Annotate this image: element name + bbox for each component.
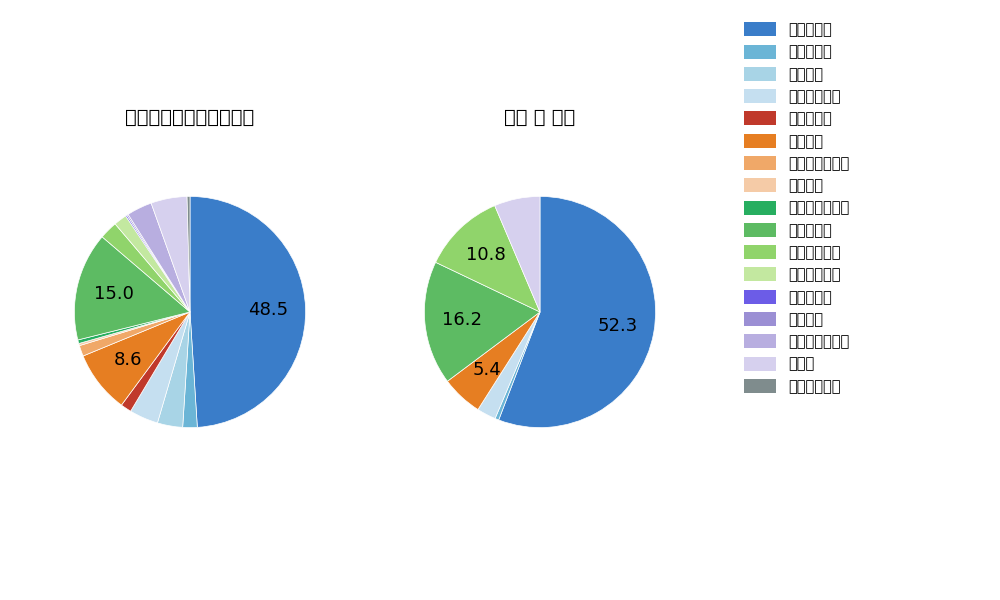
Wedge shape — [190, 196, 306, 427]
Title: 太田 光 選手: 太田 光 選手 — [504, 107, 576, 127]
Wedge shape — [74, 237, 190, 340]
Wedge shape — [78, 312, 190, 344]
Wedge shape — [183, 312, 197, 428]
Text: 10.8: 10.8 — [466, 246, 505, 264]
Wedge shape — [495, 312, 540, 420]
Wedge shape — [157, 312, 190, 427]
Text: 16.2: 16.2 — [442, 311, 482, 329]
Text: 15.0: 15.0 — [94, 285, 133, 303]
Wedge shape — [126, 215, 190, 312]
Text: 8.6: 8.6 — [114, 352, 142, 370]
Wedge shape — [447, 312, 540, 410]
Wedge shape — [83, 312, 190, 405]
Wedge shape — [187, 196, 190, 312]
Wedge shape — [115, 216, 190, 312]
Wedge shape — [436, 206, 540, 312]
Wedge shape — [131, 312, 190, 423]
Text: 48.5: 48.5 — [249, 301, 289, 319]
Wedge shape — [79, 312, 190, 346]
Wedge shape — [478, 312, 540, 419]
Wedge shape — [151, 196, 190, 312]
Wedge shape — [128, 203, 190, 312]
Wedge shape — [127, 214, 190, 312]
Wedge shape — [495, 196, 540, 312]
Wedge shape — [499, 196, 656, 428]
Legend: ストレート, ツーシーム, シュート, カットボール, スプリット, フォーク, チェンジアップ, シンカー, 高速スライダー, スライダー, 縦スライダー, : ストレート, ツーシーム, シュート, カットボール, スプリット, フォーク,… — [741, 19, 852, 397]
Wedge shape — [424, 262, 540, 381]
Text: 5.4: 5.4 — [472, 361, 501, 379]
Wedge shape — [79, 312, 190, 356]
Wedge shape — [121, 312, 190, 411]
Title: パ・リーグ全プレイヤー: パ・リーグ全プレイヤー — [125, 107, 255, 127]
Wedge shape — [102, 224, 190, 312]
Text: 52.3: 52.3 — [597, 317, 637, 335]
